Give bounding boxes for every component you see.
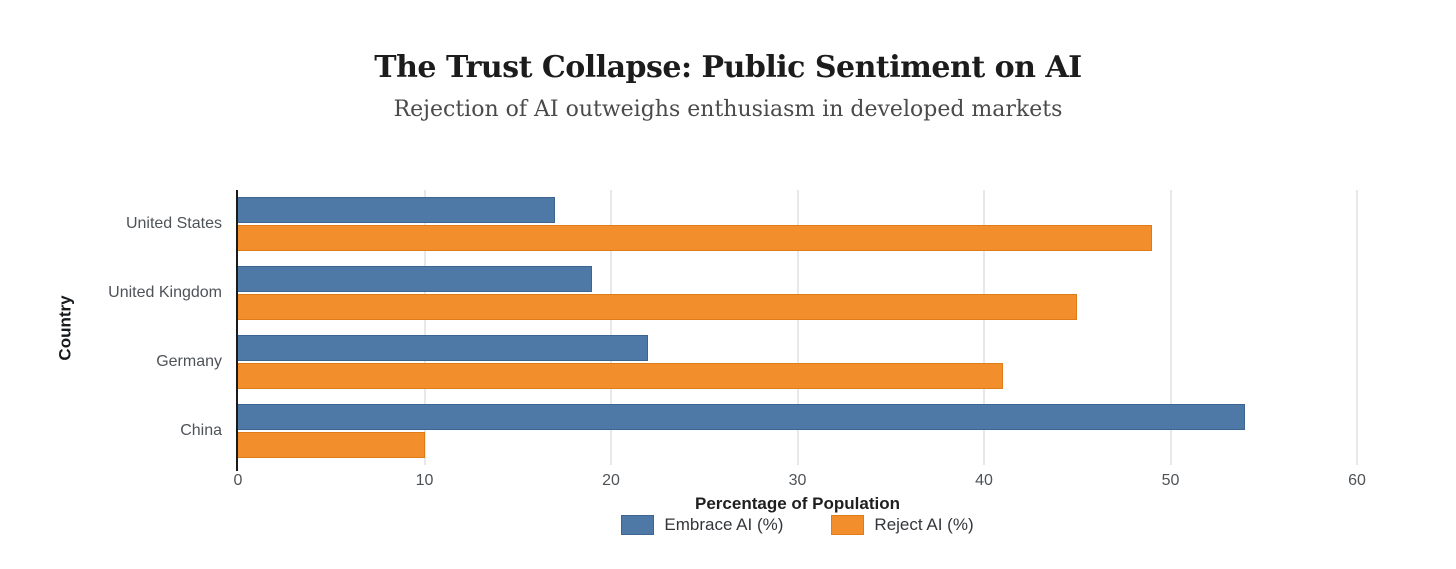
bar-group-united-states bbox=[238, 190, 1357, 259]
bar-united-kingdom-embrace bbox=[238, 266, 593, 293]
legend-label-reject-ai: Reject AI (%) bbox=[874, 515, 974, 534]
chart-title: The Trust Collapse: Public Sentiment on … bbox=[374, 50, 1082, 85]
bar-united-states-reject bbox=[238, 225, 1152, 252]
legend: Embrace AI (%) Reject AI (%) bbox=[238, 515, 1357, 535]
bar-united-kingdom-reject bbox=[238, 294, 1078, 321]
bar-china-reject bbox=[238, 431, 425, 458]
gridline-x-60 bbox=[1356, 190, 1358, 465]
category-label-united-kingdom: United Kingdom bbox=[108, 284, 222, 302]
gridline-x-30 bbox=[796, 190, 799, 465]
legend-label-embrace-ai: Embrace AI (%) bbox=[664, 515, 784, 534]
bar-group-united-kingdom bbox=[238, 259, 1357, 328]
chart-subtitle: Rejection of AI outweighs enthusiasm in … bbox=[393, 97, 1063, 122]
x-axis-tick-labels: 0 10 20 30 40 50 60 bbox=[234, 472, 1366, 492]
gridline-x-50 bbox=[1169, 190, 1172, 465]
bar-germany-reject bbox=[238, 362, 1003, 389]
x-tick-label-10: 10 bbox=[415, 472, 434, 489]
gridline-x-40 bbox=[983, 190, 985, 465]
x-tick-label-20: 20 bbox=[602, 472, 620, 489]
bar-united-states-embrace bbox=[238, 197, 556, 224]
legend-item-embrace-ai[interactable]: Embrace AI (%) bbox=[621, 515, 783, 535]
category-label-united-states: United States bbox=[125, 215, 222, 233]
x-tick-label-40: 40 bbox=[975, 472, 993, 489]
y-axis-tick-labels: United States United Kingdom Germany China bbox=[0, 190, 222, 465]
x-tick-label-60: 60 bbox=[1348, 472, 1366, 489]
bar-group-germany bbox=[238, 328, 1357, 397]
legend-swatch-reject-ai bbox=[831, 515, 865, 535]
y-axis-line bbox=[236, 190, 238, 471]
bar-group-china bbox=[238, 396, 1357, 465]
plot-area bbox=[236, 190, 1358, 471]
bar-groups bbox=[238, 190, 1357, 465]
gridline-x-10 bbox=[423, 190, 426, 465]
x-tick-label-0: 0 bbox=[233, 472, 243, 489]
legend-swatch-embrace-ai bbox=[621, 515, 655, 535]
x-axis-title: Percentage of Population bbox=[695, 494, 900, 513]
gridline-x-20 bbox=[610, 190, 612, 465]
legend-item-reject-ai[interactable]: Reject AI (%) bbox=[831, 515, 974, 535]
x-tick-label-50: 50 bbox=[1161, 472, 1180, 489]
bar-germany-embrace bbox=[238, 334, 649, 361]
category-label-china: China bbox=[180, 421, 222, 439]
bar-china-embrace bbox=[238, 403, 1246, 430]
x-tick-label-30: 30 bbox=[788, 472, 807, 489]
category-label-germany: Germany bbox=[156, 352, 222, 370]
